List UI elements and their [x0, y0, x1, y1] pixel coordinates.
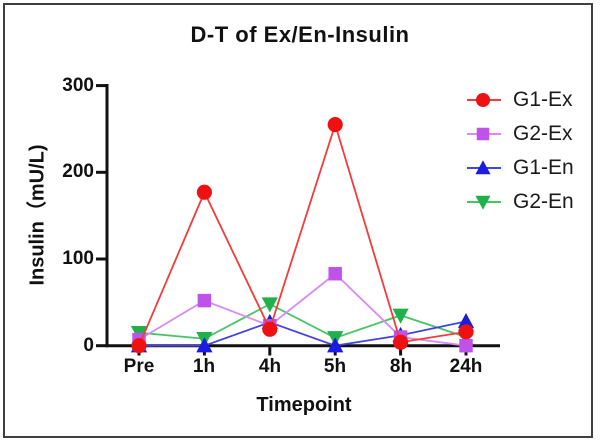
legend-item-g2-ex: G2-Ex	[466, 122, 574, 146]
x-tick-label-8h: 8h	[389, 356, 413, 377]
legend-label: G1-En	[513, 156, 574, 179]
x-tick-label-4h: 4h	[258, 356, 282, 377]
chart-title: D-T of Ex/En-Insulin	[190, 22, 410, 47]
x-axis-label: Timepoint	[256, 394, 352, 416]
legend-marker-square-icon	[466, 125, 502, 143]
x-tick-label-24h: 24h	[449, 356, 483, 377]
legend-label: G2-Ex	[513, 122, 573, 145]
legend-marker-triangle-down-icon	[466, 193, 502, 211]
legend-item-g2-en: G2-En	[466, 190, 574, 214]
legend-marker-circle-icon	[466, 91, 502, 109]
x-tick-label-pre: Pre	[123, 356, 155, 377]
y-tick-label-200: 200	[62, 161, 94, 182]
y-tick-label-300: 300	[62, 75, 94, 96]
legend-label: G1-Ex	[513, 88, 573, 111]
legend-marker-triangle-up-icon	[466, 159, 502, 177]
x-tick-label-5h: 5h	[323, 356, 347, 377]
legend: G1-Ex G2-Ex G1-En G2-En	[466, 88, 574, 224]
x-tick-label-1h: 1h	[192, 356, 216, 377]
legend-item-g1-en: G1-En	[466, 156, 574, 180]
y-tick-label-0: 0	[83, 335, 94, 356]
figure-border	[3, 3, 593, 438]
legend-label: G2-En	[513, 190, 574, 213]
legend-item-g1-ex: G1-Ex	[466, 88, 574, 112]
y-tick-label-100: 100	[62, 248, 94, 269]
